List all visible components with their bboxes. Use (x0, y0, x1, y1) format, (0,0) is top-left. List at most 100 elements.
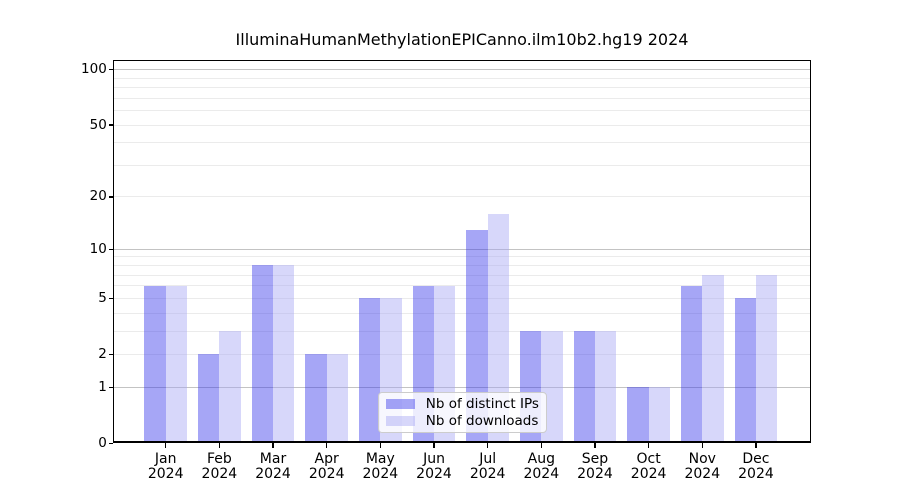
x-tick (487, 443, 489, 448)
x-tick-label-year: 2024 (255, 466, 291, 483)
bar-nb-of-downloads-sep (594, 331, 617, 444)
y-tick-label: 10 (89, 240, 107, 257)
x-tick-label-year: 2024 (147, 466, 184, 483)
bar-nb-of-distinct-ips-sep (573, 331, 595, 444)
legend-item-downloads: Nb of downloads (386, 413, 540, 429)
y-tick (108, 248, 114, 250)
x-tick (594, 443, 596, 448)
bar-nb-of-downloads-oct (648, 387, 671, 444)
x-tick (165, 443, 167, 448)
gridline-major (113, 386, 811, 388)
x-tick-label: Jul 2024 (453, 450, 523, 483)
x-tick-label-month: Sep (581, 450, 609, 467)
x-tick-label: Aug 2024 (506, 450, 576, 483)
x-tick (379, 443, 381, 448)
x-tick-label-year: 2024 (469, 466, 506, 483)
y-tick (108, 353, 114, 356)
bar-nb-of-distinct-ips-jan (144, 285, 166, 444)
legend-item-distinct-ips: Nb of distinct IPs (386, 396, 540, 412)
gridline-minor (113, 285, 811, 287)
x-tick-label-year: 2024 (201, 466, 238, 483)
gridline-minor (113, 256, 811, 258)
x-tick (272, 443, 274, 448)
x-tick-label-month: Jan (154, 450, 177, 467)
bar-nb-of-downloads-apr (326, 354, 349, 444)
x-tick-label-year: 2024 (416, 466, 452, 483)
bar-nb-of-distinct-ips-may (358, 298, 381, 444)
gridline-minor (113, 87, 811, 89)
x-tick-label: May 2024 (345, 451, 415, 483)
x-tick-label-year: 2024 (630, 466, 667, 483)
x-tick-label-month: Dec (742, 450, 770, 467)
gridline-minor (113, 312, 811, 314)
gridline-minor (113, 274, 811, 276)
y-tick-label: 1 (98, 378, 107, 395)
bar-nb-of-distinct-ips-oct (627, 387, 649, 444)
legend-label-downloads: Nb of downloads (425, 412, 539, 429)
x-tick (647, 443, 650, 448)
x-tick-label: Feb 2024 (184, 451, 254, 483)
x-tick-label: Jan 2024 (131, 450, 201, 483)
y-tick (108, 442, 114, 444)
plot-area (113, 60, 811, 444)
bar-nb-of-distinct-ips-dec (734, 298, 756, 444)
x-tick-label-year: 2024 (523, 466, 560, 483)
x-tick-label-month: Mar (259, 450, 287, 467)
x-tick-label: Dec 2024 (721, 450, 791, 483)
bar-nb-of-distinct-ips-jul (466, 229, 488, 444)
x-tick-label-year: 2024 (738, 466, 774, 483)
x-tick (433, 443, 435, 448)
gridline-minor (113, 142, 811, 144)
x-tick (755, 443, 757, 448)
x-tick-label-year: 2024 (308, 466, 345, 483)
x-tick (218, 443, 220, 448)
gridline-minor (113, 330, 811, 332)
x-tick-label-month: Jul (479, 450, 497, 467)
x-tick-label-year: 2024 (362, 466, 399, 483)
x-tick (540, 443, 542, 448)
x-tick-label: Apr 2024 (292, 450, 362, 483)
bar-nb-of-distinct-ips-nov (680, 285, 703, 444)
gridline-minor (113, 124, 811, 126)
x-tick-label: Mar 2024 (238, 450, 308, 483)
bar-nb-of-downloads-nov (702, 275, 724, 444)
x-tick-label-month: Aug (527, 450, 555, 467)
gridline-minor (113, 196, 811, 198)
legend: Nb of distinct IPs Nb of downloads (378, 391, 547, 434)
y-tick-label: 0 (98, 434, 107, 451)
x-tick-label: Nov 2024 (667, 450, 737, 483)
bar-nb-of-downloads-dec (755, 275, 778, 444)
gridline-minor (113, 164, 811, 166)
bar-nb-of-distinct-ips-mar (251, 265, 273, 444)
x-tick-label-month: Apr (314, 450, 339, 467)
x-tick-label-year: 2024 (684, 466, 721, 483)
y-tick (108, 124, 114, 126)
y-tick (108, 386, 114, 388)
gridline-minor (113, 353, 811, 355)
y-tick-label: 50 (89, 116, 107, 133)
x-tick (326, 443, 328, 448)
legend-label-distinct-ips: Nb of distinct IPs (425, 396, 539, 413)
x-tick (701, 443, 703, 448)
bar-nb-of-downloads-mar (273, 265, 295, 444)
y-tick-label: 100 (81, 61, 107, 78)
chart-title: IlluminaHumanMethylationEPICanno.ilm10b2… (235, 30, 689, 49)
gridline-major (113, 248, 811, 250)
gridline-minor (113, 77, 811, 79)
bar-nb-of-downloads-jul (487, 214, 510, 444)
y-tick (108, 196, 114, 198)
x-tick-label-year: 2024 (577, 466, 613, 483)
x-tick-label-month: Oct (636, 450, 661, 467)
bar-nb-of-downloads-jan (165, 285, 188, 444)
x-tick-label-month: Jun (423, 450, 445, 467)
gridline-minor (113, 110, 811, 112)
gridline-minor (113, 264, 811, 266)
gridline-major (113, 69, 811, 71)
gridline-minor (113, 297, 811, 299)
legend-swatch-downloads (386, 415, 415, 427)
x-tick-label: Oct 2024 (614, 450, 684, 483)
bar-nb-of-distinct-ips-apr (305, 354, 327, 444)
y-tick-label: 2 (98, 345, 107, 362)
x-tick-label-month: Nov (688, 450, 716, 467)
bar-nb-of-downloads-feb (219, 331, 241, 444)
